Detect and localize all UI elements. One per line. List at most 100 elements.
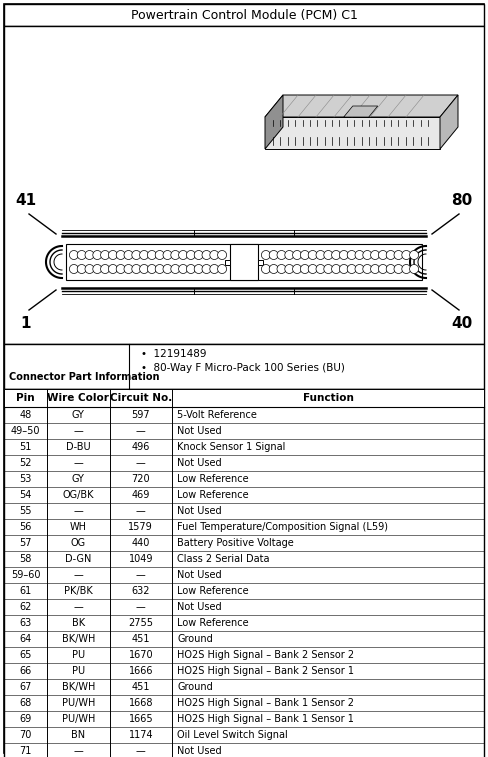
Circle shape (77, 251, 86, 260)
Text: —: — (74, 426, 83, 436)
Text: —: — (74, 746, 83, 756)
Text: —: — (136, 570, 146, 580)
Text: BK: BK (72, 618, 85, 628)
Text: Low Reference: Low Reference (177, 586, 248, 596)
Circle shape (155, 264, 164, 273)
Text: —: — (74, 570, 83, 580)
Text: 632: 632 (132, 586, 150, 596)
Circle shape (116, 251, 125, 260)
Text: •  12191489: • 12191489 (141, 349, 206, 359)
Circle shape (324, 264, 333, 273)
Text: 5-Volt Reference: 5-Volt Reference (177, 410, 257, 420)
Text: 1668: 1668 (128, 698, 153, 708)
Text: 1579: 1579 (128, 522, 153, 532)
Circle shape (269, 251, 278, 260)
Circle shape (293, 251, 302, 260)
Bar (230, 244, 258, 280)
Circle shape (363, 264, 372, 273)
Text: GY: GY (72, 474, 85, 484)
Text: 65: 65 (20, 650, 32, 660)
Text: 451: 451 (132, 682, 150, 692)
Text: Fuel Temperature/Composition Signal (L59): Fuel Temperature/Composition Signal (L59… (177, 522, 388, 532)
Text: 55: 55 (20, 506, 32, 516)
Text: 58: 58 (20, 554, 32, 564)
Text: Ground: Ground (177, 634, 213, 644)
Polygon shape (265, 95, 283, 149)
Bar (4, 344, 484, 389)
Circle shape (77, 264, 86, 273)
Text: Class 2 Serial Data: Class 2 Serial Data (177, 554, 269, 564)
Text: Not Used: Not Used (177, 458, 222, 468)
Text: 40: 40 (451, 316, 472, 331)
Text: Connector Part Information: Connector Part Information (9, 372, 160, 382)
Text: 62: 62 (20, 602, 32, 612)
Text: Circuit No.: Circuit No. (110, 393, 172, 403)
Circle shape (124, 251, 133, 260)
Circle shape (370, 264, 380, 273)
Circle shape (155, 251, 164, 260)
Circle shape (332, 251, 341, 260)
Circle shape (409, 251, 419, 260)
Circle shape (218, 264, 226, 273)
Circle shape (108, 264, 118, 273)
Circle shape (355, 251, 364, 260)
Text: •  80-Way F Micro-Pack 100 Series (BU): • 80-Way F Micro-Pack 100 Series (BU) (141, 363, 345, 373)
Circle shape (347, 264, 356, 273)
Circle shape (132, 251, 141, 260)
Circle shape (316, 251, 325, 260)
Text: 57: 57 (20, 538, 32, 548)
Polygon shape (344, 106, 378, 117)
Text: 67: 67 (20, 682, 32, 692)
Text: 496: 496 (132, 442, 150, 452)
Circle shape (163, 264, 172, 273)
Text: OG: OG (71, 538, 86, 548)
Circle shape (301, 251, 309, 260)
Text: Low Reference: Low Reference (177, 474, 248, 484)
Text: HO2S High Signal – Bank 1 Sensor 2: HO2S High Signal – Bank 1 Sensor 2 (177, 698, 354, 708)
Circle shape (132, 264, 141, 273)
Circle shape (355, 264, 364, 273)
Text: 1174: 1174 (128, 730, 153, 740)
Circle shape (285, 264, 294, 273)
Text: Not Used: Not Used (177, 570, 222, 580)
Text: 1049: 1049 (128, 554, 153, 564)
Text: PU/WH: PU/WH (61, 698, 95, 708)
Circle shape (186, 264, 195, 273)
Circle shape (277, 264, 286, 273)
Text: Not Used: Not Used (177, 506, 222, 516)
Text: —: — (74, 458, 83, 468)
Circle shape (85, 251, 94, 260)
Bar (225, 260, 230, 264)
Circle shape (339, 264, 348, 273)
Circle shape (85, 264, 94, 273)
Circle shape (262, 251, 270, 260)
Text: WH: WH (70, 522, 87, 532)
Text: Knock Sensor 1 Signal: Knock Sensor 1 Signal (177, 442, 285, 452)
Text: Not Used: Not Used (177, 426, 222, 436)
Text: D-BU: D-BU (66, 442, 91, 452)
Circle shape (147, 264, 156, 273)
Text: 68: 68 (20, 698, 32, 708)
Text: Ground: Ground (177, 682, 213, 692)
Circle shape (218, 251, 226, 260)
Circle shape (409, 264, 419, 273)
Text: 1670: 1670 (128, 650, 153, 660)
Text: 70: 70 (20, 730, 32, 740)
Text: —: — (136, 602, 146, 612)
Circle shape (69, 251, 79, 260)
Circle shape (370, 251, 380, 260)
Text: 48: 48 (20, 410, 32, 420)
Circle shape (202, 264, 211, 273)
Circle shape (301, 264, 309, 273)
Text: 71: 71 (20, 746, 32, 756)
Text: 469: 469 (132, 490, 150, 500)
Text: 41: 41 (16, 193, 37, 208)
Bar (258, 260, 263, 264)
Polygon shape (440, 95, 458, 149)
Circle shape (269, 264, 278, 273)
Circle shape (124, 264, 133, 273)
Text: 56: 56 (20, 522, 32, 532)
Text: 720: 720 (131, 474, 150, 484)
Bar (4, 4, 484, 26)
Text: Low Reference: Low Reference (177, 618, 248, 628)
